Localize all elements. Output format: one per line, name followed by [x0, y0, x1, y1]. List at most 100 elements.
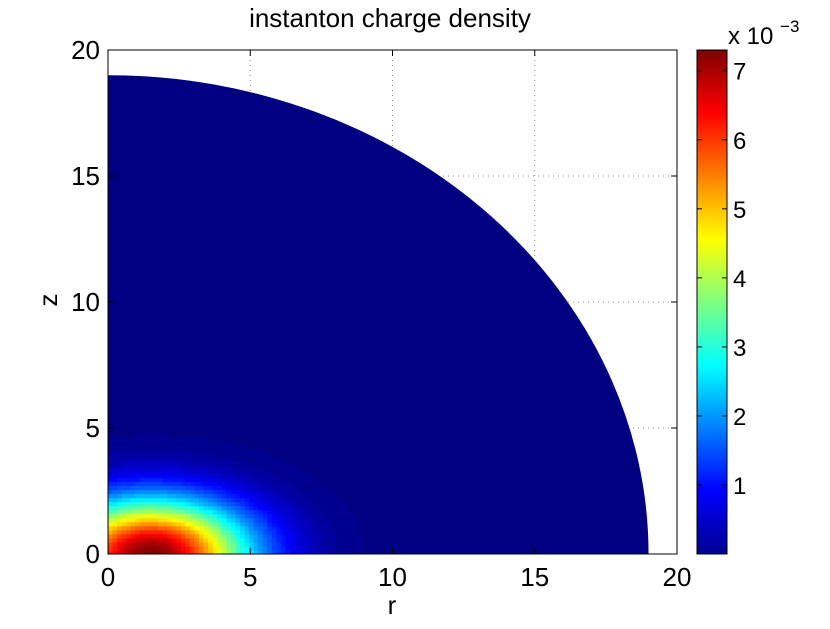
density-cell	[189, 441, 196, 446]
density-cell	[271, 457, 278, 462]
density-cell	[358, 549, 364, 554]
density-cell	[285, 549, 291, 554]
density-cell	[249, 525, 255, 531]
density-cell	[331, 541, 337, 547]
chart-title: instanton charge density	[249, 3, 531, 33]
density-cell	[271, 545, 278, 551]
density-cell	[162, 457, 168, 462]
density-cell	[235, 465, 241, 470]
density-cell	[290, 541, 296, 547]
y-axis-label: z	[33, 294, 63, 307]
density-cell	[176, 441, 182, 446]
density-cell	[308, 549, 314, 554]
density-cell	[258, 521, 264, 527]
density-cell	[240, 461, 246, 466]
density-cell	[158, 533, 164, 539]
density-cell	[121, 533, 127, 539]
colorbar	[696, 49, 728, 555]
density-cell	[117, 533, 123, 539]
density-cell	[176, 537, 182, 543]
density-cell	[199, 477, 205, 483]
density-cell	[199, 517, 205, 523]
density-cell	[249, 449, 255, 454]
density-cell	[249, 485, 255, 491]
density-cell	[189, 513, 196, 519]
density-cell	[276, 517, 282, 523]
density-cell	[303, 521, 309, 527]
density-cell	[108, 449, 114, 454]
density-cell	[221, 481, 227, 487]
density-cell	[208, 441, 214, 446]
density-cell	[331, 501, 337, 507]
density-cell	[262, 513, 268, 519]
density-cell	[285, 497, 291, 503]
density-cell	[290, 513, 296, 519]
density-cell	[126, 457, 132, 462]
density-cell	[171, 545, 177, 551]
density-cell	[121, 453, 127, 458]
density-cell	[189, 449, 196, 454]
density-cell	[221, 517, 227, 523]
density-cell	[258, 509, 264, 515]
density-cell	[108, 473, 114, 478]
density-cell	[299, 501, 305, 507]
density-cell	[148, 445, 155, 450]
density-cell	[240, 465, 246, 470]
density-cell	[299, 481, 305, 487]
density-cell	[249, 537, 255, 543]
density-cell	[194, 541, 200, 547]
density-cell	[253, 489, 259, 495]
density-cell	[262, 489, 268, 495]
density-cell	[171, 477, 177, 483]
density-cell	[144, 501, 150, 507]
colorbar-tick-label-2: 3	[733, 335, 746, 362]
density-cell	[112, 497, 118, 503]
density-cell	[108, 445, 114, 450]
density-cell	[217, 517, 223, 523]
density-cell	[185, 509, 191, 515]
density-cell	[271, 485, 278, 491]
density-cell	[253, 509, 259, 515]
density-cell	[180, 445, 186, 450]
density-cell	[167, 525, 173, 531]
density-cell	[135, 485, 141, 491]
density-cell	[126, 545, 132, 551]
density-cell	[171, 497, 177, 503]
density-cell	[308, 541, 314, 547]
density-cell	[217, 529, 223, 535]
density-cell	[240, 445, 246, 450]
density-cell	[203, 493, 209, 499]
density-cell	[349, 517, 355, 523]
density-cell	[280, 481, 287, 487]
density-cell	[167, 481, 173, 487]
density-cell	[299, 477, 305, 483]
density-cell	[148, 497, 155, 503]
density-cell	[230, 545, 237, 551]
density-cell	[262, 473, 268, 478]
density-cell	[189, 493, 196, 499]
density-cell	[253, 477, 259, 483]
density-cell	[280, 521, 287, 527]
density-cell	[285, 485, 291, 491]
density-cell	[135, 533, 141, 539]
density-cell	[180, 529, 186, 535]
density-cell	[180, 457, 186, 462]
density-cell	[253, 549, 259, 554]
density-cell	[349, 545, 355, 551]
density-cell	[171, 549, 177, 554]
density-cell	[230, 501, 237, 507]
x-tick-label-1: 5	[243, 562, 257, 592]
density-cell	[108, 485, 114, 491]
density-cell	[121, 441, 127, 446]
density-cell	[185, 521, 191, 527]
density-cell	[144, 433, 150, 438]
density-cell	[167, 533, 173, 539]
density-cell	[108, 477, 114, 483]
density-cell	[271, 481, 278, 487]
density-cell	[176, 513, 182, 519]
density-cell	[217, 461, 223, 466]
density-cell	[117, 541, 123, 547]
density-cell	[185, 545, 191, 551]
density-cell	[112, 501, 118, 507]
density-cell	[176, 461, 182, 466]
